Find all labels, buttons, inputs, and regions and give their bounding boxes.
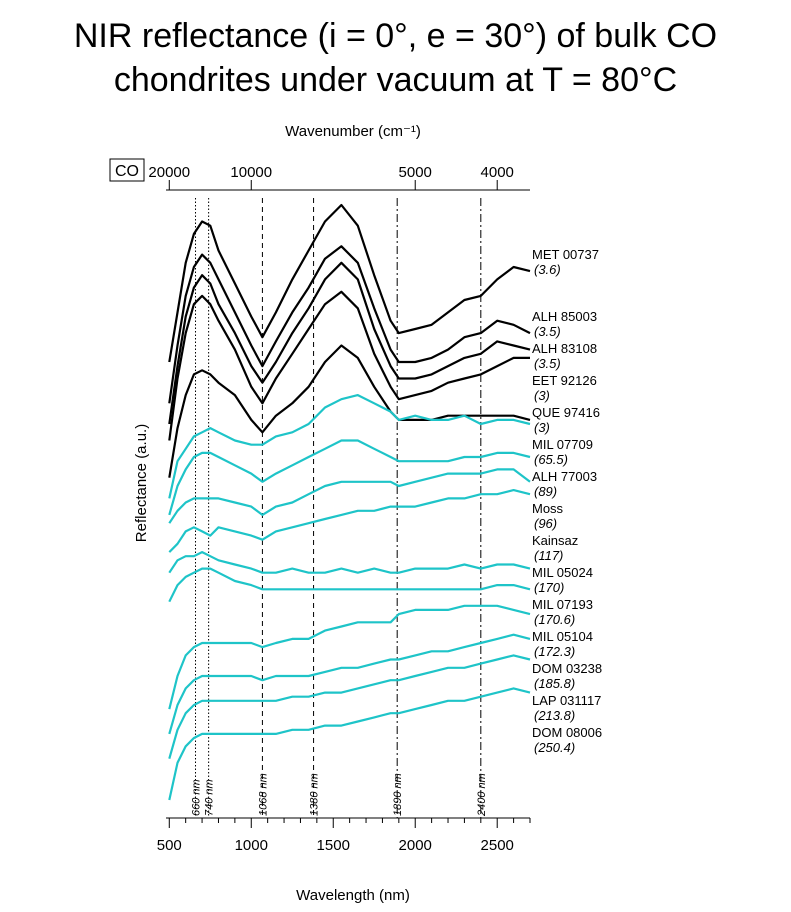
series-name-label: MET 00737	[532, 247, 599, 262]
series-name-label: Moss	[532, 501, 564, 516]
top-axis-title: Wavenumber (cm⁻¹)	[285, 123, 421, 140]
x-tick-label: 1000	[235, 837, 268, 854]
series-line	[168, 654, 531, 760]
series-value-label: (96)	[534, 516, 557, 531]
series-line	[168, 489, 531, 553]
chart-title: NIR reflectance (i = 0°, e = 30°) of bul…	[0, 14, 791, 102]
series-name-label: Kainsaz	[532, 533, 578, 548]
series-line	[168, 344, 531, 478]
series-line	[168, 290, 530, 441]
series-line	[168, 439, 531, 516]
series-value-label: (185.8)	[534, 676, 575, 691]
axes	[166, 189, 530, 819]
series-value-label: (213.8)	[534, 708, 575, 723]
series-name-label: ALH 83108	[532, 341, 597, 356]
series-name-label: MIL 05104	[532, 629, 593, 644]
series-value-label: (3.5)	[534, 356, 561, 371]
series-value-label: (170.6)	[534, 612, 575, 627]
series-line	[168, 394, 531, 499]
series-name-label: DOM 03238	[532, 661, 602, 676]
series-name-label: ALH 77003	[532, 469, 597, 484]
series-line	[168, 203, 531, 363]
reference-line-label: 1068 nm	[257, 773, 269, 816]
x-tick-label: 2000	[399, 837, 432, 854]
series-value-label: (3)	[534, 420, 550, 435]
series-name-label: MIL 05024	[532, 565, 593, 580]
reference-line-label: 740 nm	[204, 779, 216, 816]
series-value-label: (3.5)	[534, 324, 561, 339]
series-line	[168, 468, 531, 524]
series-value-label: (89)	[534, 484, 557, 499]
reference-line-label: 2400 nm	[476, 773, 488, 817]
top-tick-label: 5000	[399, 164, 432, 181]
chart-title-line-2: chondrites under vacuum at T = 80°C	[113, 61, 678, 99]
series-value-label: (117)	[534, 548, 563, 563]
series-value-label: (3.6)	[534, 262, 561, 277]
x-axis-title: Wavelength (nm)	[296, 887, 410, 904]
top-tick-label: 10000	[230, 164, 272, 181]
reference-line-label: 1380 nm	[309, 773, 321, 816]
series-name-label: QUE 97416	[532, 405, 600, 420]
series-value-label: (65.5)	[534, 452, 568, 467]
series-value-label: (3)	[534, 388, 550, 403]
series-line	[168, 551, 531, 574]
series-line	[168, 245, 531, 404]
series-value-label: (172.3)	[534, 644, 575, 659]
series-line	[168, 261, 531, 425]
y-axis-title: Reflectance (a.u.)	[133, 424, 150, 542]
series-name-label: LAP 031117	[532, 693, 601, 708]
series-line	[168, 604, 531, 710]
series-name-label: ALH 85003	[532, 309, 597, 324]
reference-line-label: 1890 nm	[392, 773, 404, 816]
x-tick-label: 500	[157, 837, 182, 854]
top-tick-label: 4000	[481, 164, 514, 181]
series-name-label: EET 92126	[532, 373, 597, 388]
axis-ticks: 500 1000 1500 2000 2500 20000 10000 5000 4000	[148, 164, 531, 854]
series-value-label: (250.4)	[534, 740, 575, 755]
series-name-label: MIL 07709	[532, 437, 593, 452]
reference-line-label: 660 nm	[191, 779, 203, 816]
series-value-label: (170)	[534, 580, 564, 595]
top-tick-label: 20000	[148, 164, 190, 181]
chart-title-line-1: NIR reflectance (i = 0°, e = 30°) of bul…	[73, 17, 718, 55]
series-line	[168, 633, 531, 735]
series-line	[168, 687, 531, 801]
group-label-box	[109, 158, 145, 182]
x-tick-label: 1500	[317, 837, 350, 854]
series-line	[168, 567, 531, 603]
series-name-label: MIL 07193	[532, 597, 593, 612]
reference-lines: 660 nm 740 nm 1068 nm 1380 nm 1890 nm 2400 nm	[191, 198, 488, 818]
series-labels: MET 00737(3.6)ALH 85003(3.5)ALH 83108(3.…	[532, 247, 602, 755]
x-tick-label: 2500	[481, 837, 514, 854]
group-label: CO	[115, 163, 139, 180]
spectra-series	[168, 203, 531, 801]
series-name-label: DOM 08006	[532, 725, 602, 740]
